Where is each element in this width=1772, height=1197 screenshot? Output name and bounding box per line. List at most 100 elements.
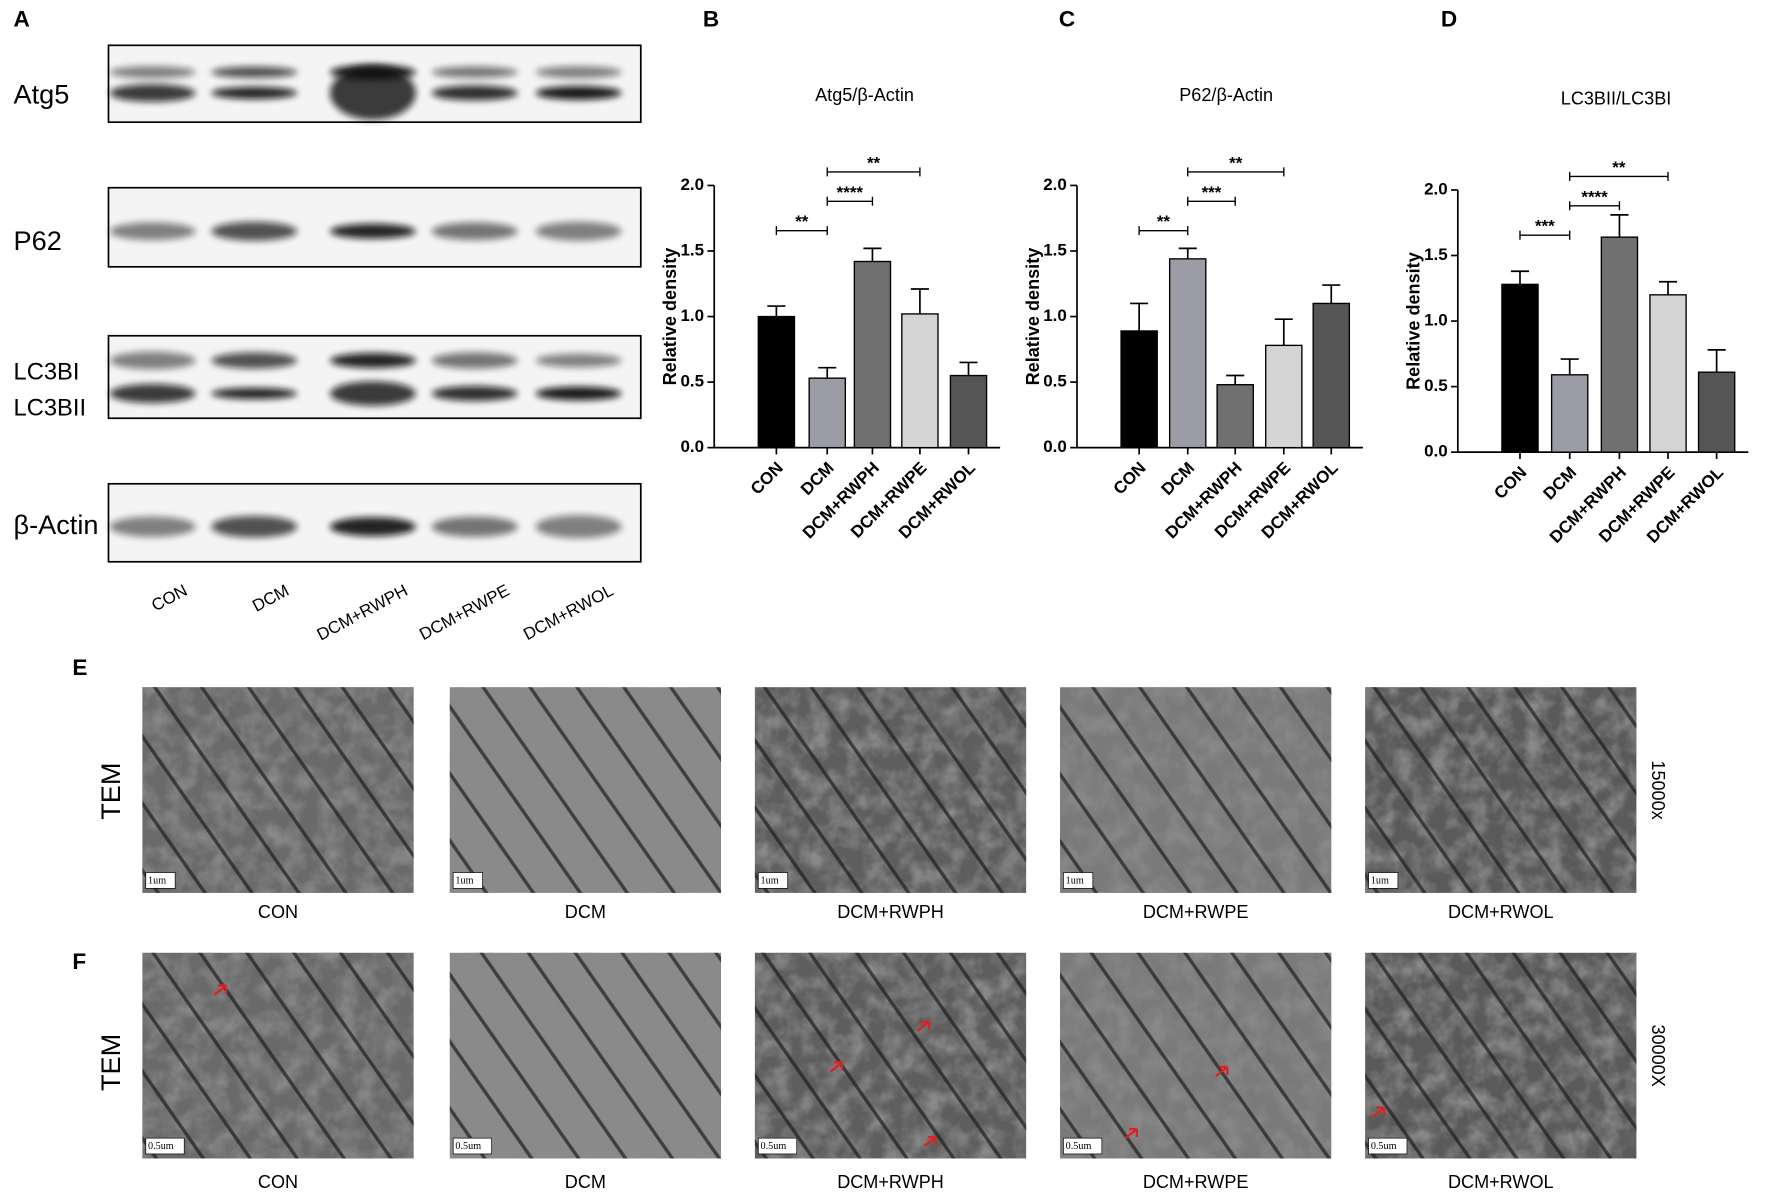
scale-label: 1um (761, 875, 779, 886)
x-tick-label: DCM (1540, 463, 1581, 504)
tem-striation (449, 687, 722, 893)
scale-label: 0.5um (1371, 1141, 1397, 1152)
arrow (1124, 1127, 1139, 1140)
bar (1312, 302, 1351, 449)
x-tick-label: CON (1110, 458, 1150, 498)
significance-bracket (1187, 167, 1285, 177)
blot-row-label: LC3BI (14, 359, 80, 385)
image-caption: DCM+RWPH (837, 902, 944, 922)
blot-band (211, 515, 298, 538)
blot-lane-label: DCM+RWOL (520, 581, 616, 644)
bar (1120, 330, 1158, 449)
tem-striation (142, 687, 414, 893)
x-tick-label: DCM (797, 458, 838, 499)
panel-letter: B (703, 6, 719, 31)
blot-band (431, 352, 518, 369)
bar (853, 260, 892, 449)
blot-band (211, 221, 298, 241)
tem-striation (1060, 687, 1332, 893)
scale-label: 1um (148, 875, 166, 886)
image-caption: CON (258, 1172, 298, 1192)
significance-label: ** (1157, 212, 1171, 231)
image-caption: DCM (565, 1172, 606, 1192)
blot-band (109, 222, 196, 241)
chart-title: P62/β-Actin (1179, 85, 1273, 105)
bar (808, 377, 846, 449)
tem-striation (142, 952, 414, 1159)
x-tick-label: DCM (1158, 458, 1199, 499)
blot-band (109, 516, 196, 537)
scale-box (1063, 1137, 1103, 1155)
x-tick-label: CON (1490, 463, 1530, 503)
bar (1168, 258, 1207, 449)
significance-label: **** (1581, 187, 1608, 206)
blot-band (211, 352, 298, 369)
y-tick-label: 0.5 (1043, 372, 1067, 391)
blot-band (431, 516, 518, 537)
bar (757, 315, 796, 449)
blot-band (211, 86, 298, 100)
blot-band (535, 66, 622, 79)
blot-row-label: LC3BII (14, 395, 87, 421)
tem-striation (1060, 952, 1332, 1159)
blot-row-label: P62 (14, 225, 62, 256)
magnification: 15000x (1648, 760, 1668, 819)
significance-label: ** (867, 153, 881, 172)
tem-striation (754, 952, 1027, 1159)
significance-bracket (1187, 196, 1236, 206)
panel-letter: A (14, 6, 30, 31)
panel-letter: E (72, 655, 87, 680)
y-tick-label: 0.5 (1424, 376, 1448, 395)
arrow (923, 1135, 937, 1147)
scale-box (452, 1137, 492, 1155)
bar (1697, 371, 1736, 453)
blot-band (109, 384, 196, 403)
y-axis-label: Relative density (1023, 248, 1043, 386)
arrow (916, 1020, 931, 1032)
blot-band (329, 66, 416, 120)
scale-box (1368, 872, 1399, 889)
image-caption: DCM (565, 902, 606, 922)
bar (901, 313, 939, 449)
scale-box (1063, 872, 1094, 889)
panel-letter: F (72, 949, 86, 974)
scale-box (1368, 1137, 1408, 1155)
scale-label: 0.5um (455, 1141, 481, 1152)
image-caption: DCM+RWPE (1143, 1172, 1249, 1192)
scale-box (145, 1137, 185, 1155)
y-tick-label: 1.0 (681, 306, 705, 325)
scale-label: 1um (455, 875, 473, 886)
blot-band (109, 351, 196, 370)
blot-band (535, 386, 622, 401)
y-tick-label: 1.5 (681, 240, 705, 259)
tem-striation (1365, 687, 1637, 893)
y-tick-label: 0.0 (1043, 437, 1067, 456)
blot-band (211, 66, 298, 78)
tem-striation (1365, 952, 1637, 1159)
bar (1501, 283, 1539, 453)
y-tick-label: 0.5 (681, 372, 705, 391)
chart-title: LC3BII/LC3BI (1561, 88, 1672, 108)
significance-bracket (826, 196, 874, 206)
y-tick-label: 1.5 (1424, 245, 1448, 264)
image-caption: CON (258, 902, 298, 922)
bar (1265, 344, 1303, 449)
blot-band (329, 223, 416, 239)
arrow (1215, 1065, 1229, 1077)
significance-bracket (1569, 201, 1621, 211)
blot-row-label: Atg5 (14, 78, 70, 109)
blot-band (431, 386, 518, 401)
blot-band (109, 84, 196, 102)
row-label: TEM (95, 763, 126, 820)
y-axis-label: Relative density (1404, 252, 1424, 390)
blot-band (535, 86, 622, 100)
blot-band (329, 381, 416, 406)
blot-band (431, 66, 518, 78)
magnification: 30000X (1648, 1024, 1668, 1086)
scale-label: 0.5um (148, 1141, 174, 1152)
y-tick-label: 1.0 (1424, 311, 1448, 330)
arrow (1372, 1106, 1386, 1118)
blot-band (535, 515, 622, 539)
blot-band (431, 85, 518, 101)
